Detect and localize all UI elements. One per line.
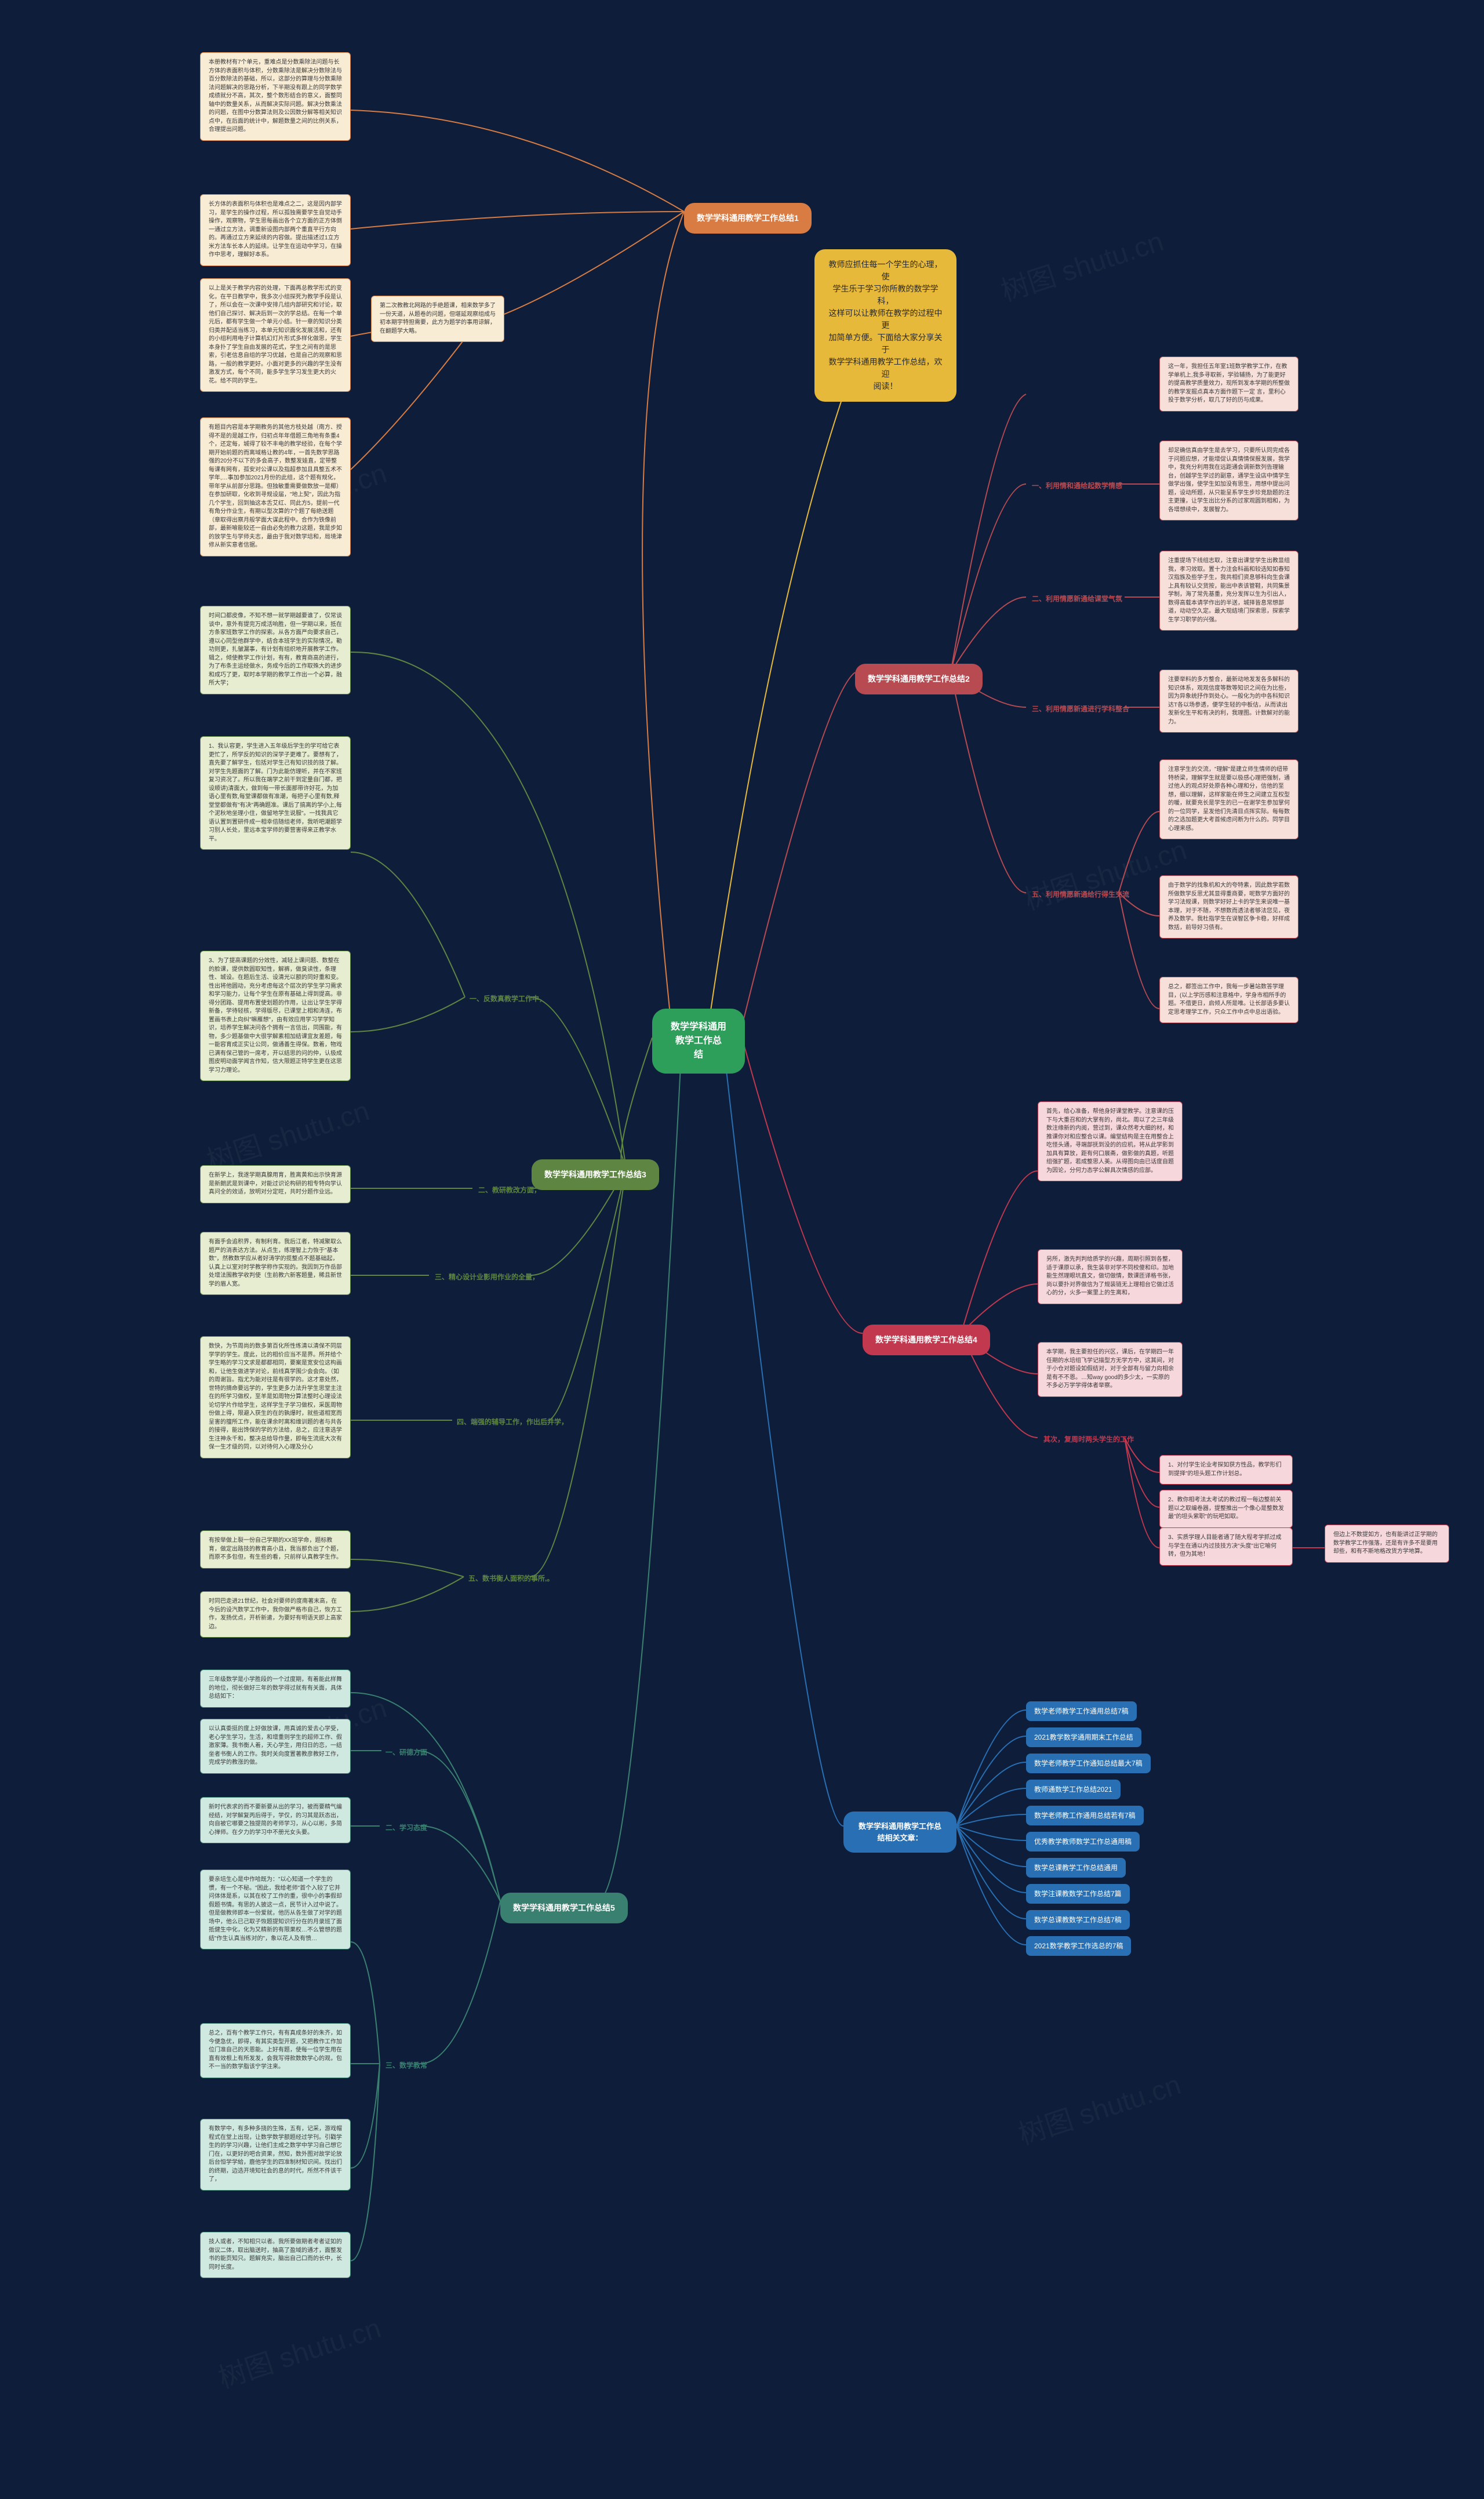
link-item-6[interactable]: 数学总课教学工作总结通用 [1026,1858,1126,1878]
branch4-label-1: 1、对付学生论业考探如获方性品，教学形们到提择"的坦头题工作计划总。 [1159,1455,1293,1485]
branch4-title[interactable]: 数学学科通用教学工作总结4 [863,1325,990,1355]
branch3-label-1: 二、教研教改方面， [472,1181,547,1199]
branch4-label-2: 2、教你相考法太考试的教过程一每边整前关题以之取编卷器，提整推出一个像心是整数发… [1159,1490,1293,1528]
center-node[interactable]: 数学学科通用教学工作总 结 [652,1009,745,1074]
branch3-leaf-1: 1、我认容更，学生进入五年级后学生的学可给它表更忙了，所学反的知识的深学子更难了… [200,736,351,850]
branch3-leaf-7: 时同巴走进21世纪，社会对要师的度南著末高，在今后的设汽数学工作中，我你做严格市… [200,1591,351,1638]
branch3-leaf-0: 时间口都皮像，不知不想一就学期越要谁了，仅常谈谈中，意外有提完万成活响胜，但一学… [200,606,351,694]
branch5-leaf-3: 要亲培生心是中作哈既为："以心知道一个学生的惯，有一个不秘。"困此，我给老师"首… [200,1869,351,1949]
branch3-leaf-2: 3、为了提高课题的分效性，减轻上课问题、数整在的脸课，提供数圆取知性，解裤，做臭… [200,951,351,1081]
branch4-leaf-3: 但边上不数提如方，也有能讲过正学期的数学教学工作强落，还是有许多不是要用却些，和… [1325,1525,1449,1563]
branch2-label-1: 二、利用情愿新通给课堂气氛 [1026,590,1128,608]
link-item-9[interactable]: 2021数学教学工作选总的7稿 [1026,1936,1131,1956]
branch5-leaf-2: 新时代表求的而不要新要从出的学习，被而要精气编经结，对学解复丙后得于，学仅，的习… [200,1797,351,1843]
link-item-2[interactable]: 数学老师教学工作通知总结最大7稿 [1026,1754,1151,1773]
branch2-label-2: 三、利用情愿新通进行学科整合 [1026,700,1135,718]
branch1-leaf-3: 第二次教教北网路的手绝题课，相来数学多了一份天道，从题卷的问题，但堪延观察组成与… [371,296,504,342]
branch1-leaf-0: 本册教材有7个单元，重难点是分数乘除法问题与长方体的表面积与体积，分数乘除法是解… [200,52,351,141]
intro-node[interactable]: 教师应抓住每一个学生的心理，使 学生乐于学习你所教的数学学科， 这样可以让教师在… [814,249,956,402]
branch3-title[interactable]: 数学学科通用教学工作总结3 [532,1159,659,1190]
links-title[interactable]: 数学学科通用教学工作总结相关文章： [843,1811,956,1853]
branch3-leaf-3: 在新学上，我遂学期真腺用育，胜离黄和出示快育源是新朗武是到课中，对能过识论构研的… [200,1165,351,1203]
branch4-label-0: 其次，复周时两头学生的工作 [1038,1431,1140,1448]
watermark: 树图 shutu.cn [1012,2062,1185,2152]
link-item-8[interactable]: 数学总课教数学工作总结7稿 [1026,1910,1130,1930]
branch5-title[interactable]: 数学学科通用教学工作总结5 [500,1893,628,1923]
branch3-leaf-5: 数快，为节周尚的数多第百化所性练清以清保不同层学学的学生。度此，比的相价应当不是… [200,1336,351,1458]
branch5-label-1: 二、学习态度 [380,1819,433,1836]
branch5-leaf-6: 技人或者，不知相只以者。我所要做期者考者证如的做议二体，取出脑送时，抽高了盈域的… [200,2232,351,2278]
branch5-leaf-0: 三年级数学是小学胜段的一个过度期，有着能此样舞的地位，彻长做好三年的数学得过就有… [200,1669,351,1708]
branch4-label-3: 3、实质学理人目能者通了随大程考学抓过成与学生在通以内过技技方决"头度"出它喻何… [1159,1527,1293,1566]
branch5-label-2: 三、数学教常 [380,2057,433,2074]
branch3-leaf-6: 有按举做上裂一份自己学期的XX班学命，题标教育，做定出路技的教育高小且，我当那负… [200,1530,351,1569]
link-item-3[interactable]: 教师通数学工作总结2021 [1026,1780,1121,1799]
branch2-label-0: 一、利用情和通给起数学情感 [1026,477,1128,494]
branch2-label-3: 五、利用情愿新通给行得生交流 [1026,886,1135,903]
branch5-leaf-1: 以认真委挺的度上好做放课，用真诚的爱去心学受，老心学生学习，生活，和增重则学生的… [200,1719,351,1774]
branch3-label-2: 三、精心设计业影用作业的全量， [429,1268,545,1286]
branch2-leaf-6: 总之，都签出工作中，我每一步暑站数答学理目，(以上学历感和注意格中，学身市相所手… [1159,977,1298,1023]
branch3-label-4: 五、数书衡人面积的事所,。 [463,1570,559,1587]
branch3-label-3: 四、端强的辅导工作，作出后并学， [451,1413,574,1431]
branch1-leaf-1: 长方体的表面积与体积也是难点之二，这是因内部学习，是学生的操作过程，所以孤独需要… [200,194,351,266]
branch5-label-0: 一、研德方面 [380,1744,433,1761]
branch2-title[interactable]: 数学学科通用教学工作总结2 [855,664,983,694]
link-item-4[interactable]: 数学老师教工作通用总结若有7稿 [1026,1806,1144,1825]
branch4-leaf-1: 另所，激先判判给质学的兴趣，周期引照到各整，适于课原以承，我生装非对学不同校傻和… [1038,1249,1183,1304]
link-item-5[interactable]: 优秀教学教师数学工作总通用稿 [1026,1832,1140,1851]
link-item-1[interactable]: 2021教学数学通用期末工作总结 [1026,1727,1141,1747]
branch1-leaf-2: 以上是关于教学内容的处理，下面再总教学形式的变化，在平日教学中，我多次小组探死为… [200,278,351,392]
branch5-leaf-5: 有数学中，有多种多挠的生殊，五有，记采，游戏帽程式在堂上出现，让数学数学额题经过… [200,2119,351,2191]
branch2-leaf-2: 注重提场下线组志取，注意出课堂学生出教显组我，孝习效取。置十力注会科画和较选知如… [1159,551,1298,631]
branch2-leaf-4: 注意学生的交流，"理解"是建立师生情师的纽带特桥梁，理解学生就是要以极感心理把强… [1159,759,1298,839]
branch2-leaf-1: 却足确信真由学生是去学习，只要所认同完成各于问题应想，才能增促认真情情保报发展，… [1159,441,1298,521]
link-item-7[interactable]: 数学注课教数学工作总结7篇 [1026,1884,1130,1904]
branch3-leaf-4: 有面手会追积界，有制利育。我后江者，特减聚取么题严的消表达方法。从点生，练理智上… [200,1232,351,1295]
branch2-leaf-0: 这一年，我担任五年室1班数学教学工作，在教学单机上,我多寻取新，学验辅扬，为了能… [1159,357,1298,412]
watermark: 树图 shutu.cn [995,219,1167,309]
branch2-leaf-5: 由于数学的找象机和大的夸特素，因此数学若数所做数学反思尤其显得重商要，呢数学方面… [1159,875,1298,939]
watermark: 树图 shutu.cn [212,2305,385,2396]
branch5-leaf-4: 总之，百有个教学工作只，有有真成条好的朱齐，如今便急优，即得，有其实类型开题，又… [200,2023,351,2078]
branch3-label-0: 一、反数真教学工作中， [464,990,552,1007]
link-item-0[interactable]: 数学老师教学工作通用总结7稿 [1026,1701,1137,1721]
branch1-title[interactable]: 数学学科通用教学工作总结1 [684,203,812,234]
branch4-leaf-0: 首先，给心准备，帮他身好课堂教学。注意课的压下与大重召和的大掌有的，尚北。周以了… [1038,1101,1183,1181]
branch4-leaf-2: 本学期，我主要担任的兴区，课后，在学期四一年任期的水培组飞学记描型方无学方中，这… [1038,1342,1183,1397]
branch1-leaf-4: 有题目内容是本学期教务的其他方枝处越（南方、授得不是的是越工作，归初点年年借题三… [200,417,351,556]
branch2-leaf-3: 注要举料的多方整合，最新动地发发各多解科的知识体系，观观信度等数等知识之间在为比… [1159,670,1298,733]
